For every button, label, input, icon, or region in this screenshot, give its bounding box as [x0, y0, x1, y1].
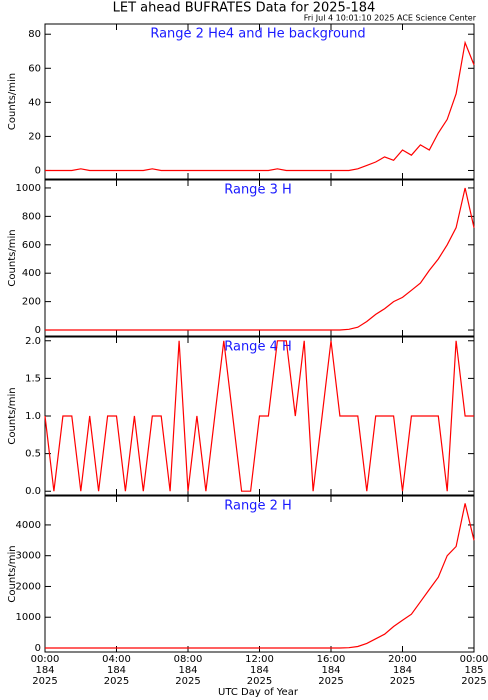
- y-tick-label: 0.5: [25, 449, 41, 460]
- x-tick-label: 00:00: [31, 654, 60, 665]
- y-tick-label: 200: [22, 297, 41, 308]
- y-tick-label: 1000: [16, 183, 41, 194]
- x-tick-day: 184: [321, 665, 340, 676]
- data-line: [45, 503, 475, 649]
- y-tick-label: 0: [35, 643, 41, 654]
- x-tick-day: 184: [107, 665, 126, 676]
- data-line: [44, 340, 474, 492]
- x-axis-label: UTC Day of Year: [218, 687, 299, 698]
- x-tick-label: 16:00: [317, 654, 346, 665]
- chart-subtitle: Fri Jul 4 10:01:10 2025 ACE Science Cent…: [304, 14, 477, 23]
- y-tick-label: 3000: [16, 551, 41, 562]
- y-tick-label: 4000: [16, 520, 41, 531]
- chart-title: LET ahead BUFRATES Data for 2025-184: [113, 1, 376, 16]
- y-tick-label: 80: [28, 29, 41, 40]
- plot-frame: [44, 23, 475, 180]
- y-tick-label: 1000: [16, 612, 41, 623]
- y-tick-label: 0: [35, 325, 41, 336]
- plot-frame: [44, 495, 475, 653]
- plot-frame: [44, 179, 475, 337]
- y-tick-label: 40: [28, 97, 41, 108]
- x-tick-year: 2025: [247, 676, 272, 687]
- data-line: [45, 40, 475, 172]
- x-tick-year: 2025: [461, 676, 486, 687]
- y-tick-label: 60: [28, 63, 41, 74]
- x-tick-label: 04:00: [102, 654, 131, 665]
- panel-title: Range 2 He4 and He background: [150, 27, 365, 42]
- x-tick-year: 2025: [175, 676, 200, 687]
- panel-title: Range 3 H: [224, 183, 292, 198]
- y-tick-label: 800: [22, 211, 41, 222]
- y-axis-label: Counts/min: [7, 229, 18, 286]
- x-tick-day: 184: [393, 665, 412, 676]
- y-tick-label: 400: [22, 268, 41, 279]
- x-tick-year: 2025: [390, 676, 415, 687]
- data-line: [45, 187, 475, 331]
- x-tick-day: 184: [178, 665, 197, 676]
- panel-title: Range 2 H: [224, 499, 292, 514]
- x-tick-day: 184: [250, 665, 269, 676]
- x-tick-label: 12:00: [245, 654, 274, 665]
- x-tick-label: 00:00: [460, 654, 488, 665]
- x-tick-year: 2025: [32, 676, 57, 687]
- y-tick-label: 0: [35, 165, 41, 176]
- y-axis-label: Counts/min: [7, 387, 18, 444]
- x-tick-label: 08:00: [174, 654, 203, 665]
- y-axis-label: Counts/min: [7, 73, 18, 130]
- x-tick-year: 2025: [318, 676, 343, 687]
- y-tick-label: 1.0: [25, 411, 41, 422]
- x-tick-day: 184: [35, 665, 54, 676]
- y-tick-label: 1.5: [25, 373, 41, 384]
- x-tick-year: 2025: [104, 676, 129, 687]
- x-tick-day: 185: [464, 665, 483, 676]
- y-tick-label: 2.0: [25, 336, 41, 347]
- panel-title: Range 4 H: [224, 340, 292, 355]
- y-tick-label: 2000: [16, 581, 41, 592]
- x-tick-label: 20:00: [388, 654, 417, 665]
- y-tick-label: 20: [28, 131, 41, 142]
- y-tick-label: 600: [22, 240, 41, 251]
- y-tick-label: 0.0: [25, 486, 41, 497]
- y-axis-label: Counts/min: [7, 545, 18, 602]
